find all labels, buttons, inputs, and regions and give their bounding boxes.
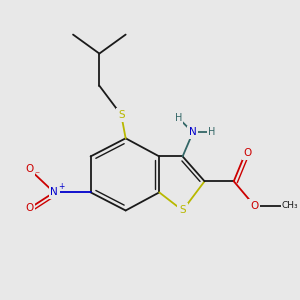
Text: O: O bbox=[25, 203, 33, 213]
Text: H: H bbox=[208, 128, 215, 137]
Text: O: O bbox=[25, 164, 33, 174]
Text: H: H bbox=[175, 113, 182, 123]
Text: S: S bbox=[118, 110, 124, 120]
Text: S: S bbox=[179, 206, 186, 215]
Text: CH₃: CH₃ bbox=[282, 201, 298, 210]
Text: O: O bbox=[244, 148, 252, 158]
Text: N: N bbox=[189, 128, 197, 137]
Text: O: O bbox=[250, 200, 258, 211]
Text: ⁻: ⁻ bbox=[34, 170, 39, 180]
Text: +: + bbox=[58, 182, 64, 191]
Text: N: N bbox=[50, 188, 58, 197]
